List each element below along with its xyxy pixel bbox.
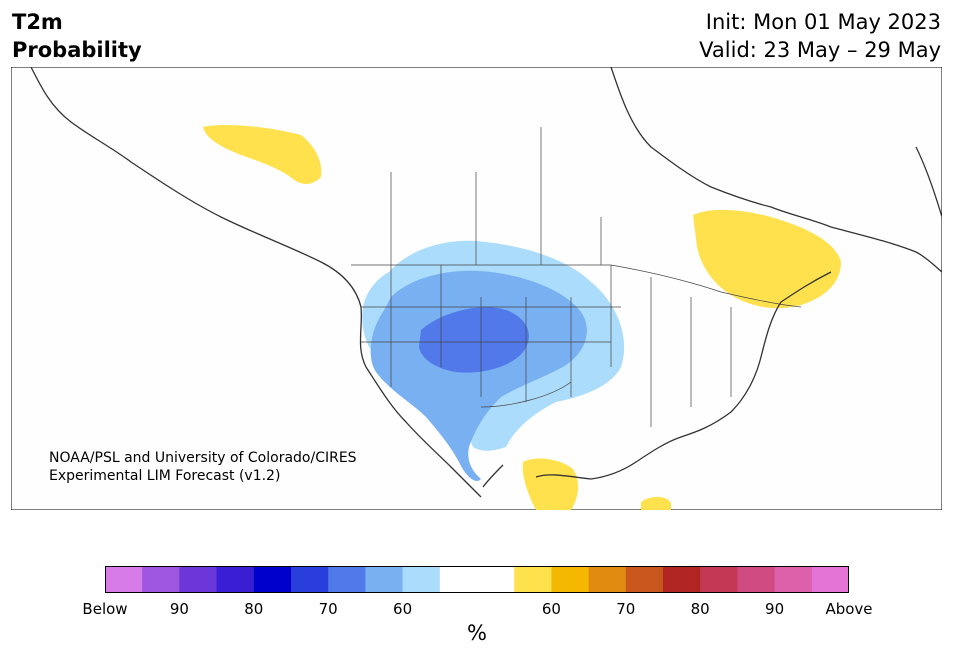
above-mexico-south — [641, 496, 671, 510]
colorbar-tick-label: Below — [82, 600, 128, 618]
colorbar-tick-label: Above — [825, 600, 873, 618]
colorbar-tick-label: 70 — [318, 600, 338, 618]
colorbar-swatch — [663, 566, 701, 593]
forecast-dates: Init: Mon 01 May 2023 Valid: 23 May – 29… — [699, 8, 941, 64]
map-title: T2m Probability — [12, 8, 142, 64]
colorbar-swatch — [439, 566, 478, 593]
below-70-region — [370, 270, 587, 482]
colorbar-tick-label: 60 — [393, 600, 413, 618]
colorbar-tick-label: 90 — [169, 600, 189, 618]
colorbar-swatch — [216, 566, 255, 593]
below-80-region — [419, 307, 529, 373]
colorbar-swatch — [774, 566, 813, 593]
colorbar-swatch — [477, 566, 515, 593]
colorbar-swatch — [105, 566, 143, 593]
above-mexico — [522, 458, 579, 510]
product-label: Probability — [12, 38, 142, 62]
init-date: Init: Mon 01 May 2023 — [705, 10, 941, 34]
colorbar-swatch — [328, 566, 366, 593]
colorbar-swatch — [737, 566, 776, 593]
colorbar-swatch — [700, 566, 738, 593]
data-credit: NOAA/PSL and University of Colorado/CIRE… — [49, 449, 357, 485]
variable-label: T2m — [12, 10, 63, 34]
colorbar-swatch — [291, 566, 329, 593]
coastlines — [30, 67, 942, 498]
colorbar-swatch — [142, 566, 180, 593]
colorbar-tick-label: 60 — [541, 600, 561, 618]
colorbar-tick-label: 90 — [765, 600, 785, 618]
forecast-map — [11, 67, 942, 510]
colorbar-swatch — [365, 566, 404, 593]
colorbar-swatch — [588, 566, 627, 593]
colorbar-swatch — [402, 566, 441, 593]
colorbar-swatch — [625, 566, 664, 593]
colorbar-swatch — [179, 566, 218, 593]
above-northwest — [203, 124, 322, 184]
colorbar-swatch — [811, 566, 849, 593]
colorbar-frame — [105, 566, 849, 593]
probability-colorbar — [105, 566, 849, 593]
colorbar-unit: % — [467, 621, 487, 645]
colorbar-tick-label: 80 — [690, 600, 710, 618]
colorbar-swatch — [253, 566, 292, 593]
colorbar-swatch — [551, 566, 590, 593]
colorbar-swatch — [514, 566, 552, 593]
above-northeast — [693, 209, 841, 309]
credit-line-2: Experimental LIM Forecast (v1.2) — [49, 468, 281, 484]
borders — [351, 127, 802, 427]
credit-line-1: NOAA/PSL and University of Colorado/CIRE… — [49, 450, 357, 466]
colorbar-tick-label: 80 — [244, 600, 264, 618]
colorbar-tick-label: 70 — [616, 600, 636, 618]
valid-range: Valid: 23 May – 29 May — [699, 38, 941, 62]
